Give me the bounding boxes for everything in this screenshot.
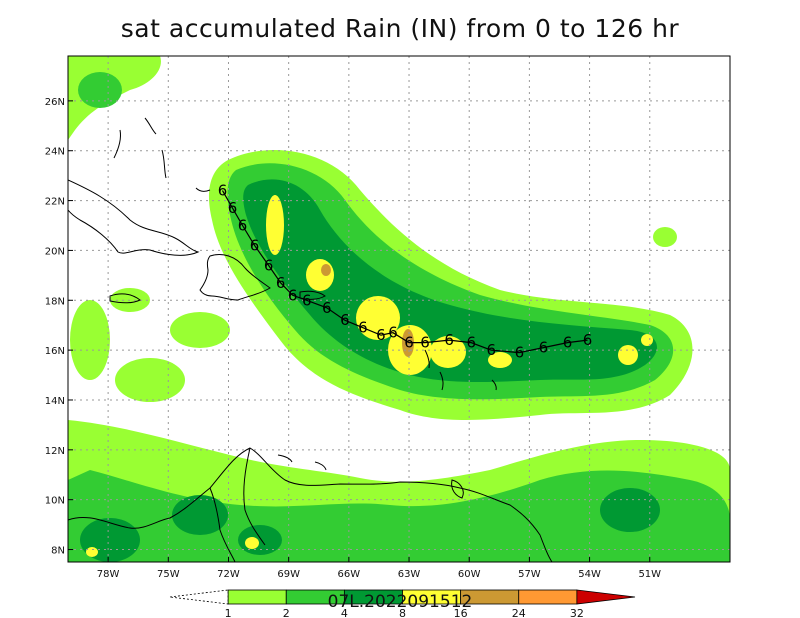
lon-tick-label: 54W (578, 569, 601, 580)
hurricane-symbol-icon: 6 (466, 334, 476, 352)
hurricane-symbol-icon: 6 (487, 341, 497, 359)
latitude-labels: 26N 24N 22N 20N 18N 16N 14N 12N 10N 8N (45, 97, 73, 557)
rainfall-shading (68, 56, 730, 562)
hurricane-symbol-icon: 6 (444, 331, 454, 349)
colorbar-low-triangle (169, 589, 229, 605)
hurricane-symbol-icon: 6 (228, 199, 238, 217)
lon-tick-label: 60W (458, 569, 481, 580)
plot-frame (67, 55, 731, 563)
hurricane-symbol-icon: 6 (388, 324, 398, 342)
hurricane-symbol-icon: 6 (539, 339, 549, 357)
hurricane-symbol-icon: 6 (218, 182, 228, 200)
storm-id-label: 07L.2022091512 (328, 592, 473, 612)
hurricane-symbol-icon: 6 (420, 334, 430, 352)
colorbar-level-label: 32 (570, 607, 584, 618)
hurricane-symbol-icon: 6 (302, 291, 312, 309)
hurricane-symbol-icon: 6 (404, 334, 414, 352)
lon-tick-label: 66W (338, 569, 361, 580)
rain-south-medium (68, 470, 730, 562)
colorbar-swatch (518, 589, 578, 605)
colorbar-level-label: 24 (512, 607, 526, 618)
lon-tick-label: 69W (277, 569, 300, 580)
lat-tick-label: 20N (45, 246, 65, 257)
lon-tick-label: 75W (157, 569, 180, 580)
hurricane-symbol-icon: 6 (515, 344, 525, 362)
hurricane-symbol-icon: 6 (376, 326, 386, 344)
colorbar-level-label: 1 (225, 607, 232, 618)
lon-tick-label: 72W (217, 569, 240, 580)
hurricane-symbol-icon: 6 (276, 274, 286, 292)
lat-tick-label: 26N (45, 97, 65, 108)
colorbar: 1 2 4 8 16 24 32 (169, 589, 636, 618)
lat-tick-label: 12N (45, 446, 65, 457)
hurricane-symbol-icon: 6 (340, 311, 350, 329)
lat-tick-label: 8N (51, 546, 65, 557)
hurricane-symbol-icon: 6 (563, 334, 573, 352)
coastlines (68, 117, 553, 562)
lat-tick-label: 14N (45, 396, 65, 407)
lat-tick-label: 24N (45, 147, 65, 158)
lat-tick-label: 22N (45, 197, 65, 208)
lat-tick-label: 16N (45, 346, 65, 357)
map-title: sat accumulated Rain (IN) from 0 to 126 … (120, 14, 680, 43)
colorbar-level-label: 4 (341, 607, 348, 618)
lon-tick-label: 63W (398, 569, 421, 580)
colorbar-level-label: 8 (399, 607, 406, 618)
lon-tick-label: 57W (518, 569, 541, 580)
colorbar-level-label: 2 (283, 607, 290, 618)
lat-tick-label: 10N (45, 496, 65, 507)
colorbar-swatch (227, 589, 287, 605)
hurricane-symbol-icon: 6 (238, 216, 248, 234)
colorbar-high-triangle (576, 589, 636, 605)
hurricane-symbol-icon: 6 (322, 299, 332, 317)
hurricane-symbol-icon: 6 (264, 256, 274, 274)
lon-tick-label: 51W (638, 569, 661, 580)
graticule (68, 56, 730, 562)
hurricane-symbol-icon: 6 (583, 331, 593, 349)
lat-tick-label: 18N (45, 296, 65, 307)
longitude-labels: 78W 75W 72W 69W 66W 63W 60W 57W 54W 51W (97, 557, 661, 580)
hurricane-symbol-icon: 6 (358, 319, 368, 337)
hurricane-symbol-icon: 6 (288, 286, 298, 304)
rain-band-dark (243, 179, 657, 383)
colorbar-level-label: 16 (454, 607, 468, 618)
storm-track-line (221, 190, 588, 354)
hurricane-symbol-icon: 6 (250, 236, 260, 254)
lon-tick-label: 78W (97, 569, 120, 580)
